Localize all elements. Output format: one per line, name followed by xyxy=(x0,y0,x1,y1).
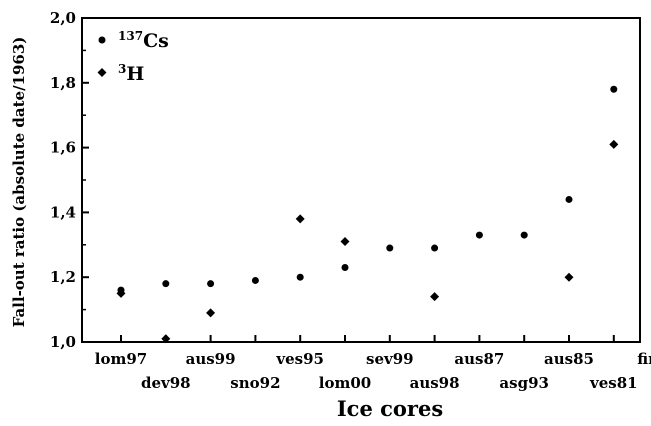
legend-cs-label: 137Cs xyxy=(118,29,169,52)
legend-cs-marker xyxy=(98,36,106,44)
y-tick-label: 1,4 xyxy=(50,203,76,221)
x-axis-title: Ice cores xyxy=(337,396,443,421)
point-cs137 xyxy=(296,273,304,281)
x-tick-label: lom97 xyxy=(95,350,147,368)
y-tick-label: 1,0 xyxy=(50,333,76,351)
point-h3 xyxy=(609,139,619,149)
y-axis-title: Fall-out ratio (absolute date/1963) xyxy=(10,37,28,328)
point-cs137 xyxy=(162,280,170,288)
point-cs137 xyxy=(610,85,618,93)
point-h3 xyxy=(340,237,350,247)
y-tick-label: 2,0 xyxy=(50,9,76,27)
point-h3 xyxy=(161,334,171,344)
x-tick-label: fin94 xyxy=(637,350,651,368)
point-cs137 xyxy=(341,263,349,271)
point-cs137 xyxy=(386,244,394,252)
point-cs137 xyxy=(251,276,259,284)
point-cs137 xyxy=(431,244,439,252)
x-tick-label: sev99 xyxy=(366,350,414,368)
x-tick-label: sno92 xyxy=(230,374,280,392)
x-tick-label: ves95 xyxy=(275,350,324,368)
plot-frame xyxy=(81,17,641,343)
y-tick-label: 1,2 xyxy=(50,268,76,286)
point-cs137 xyxy=(475,231,483,239)
x-tick-label: ves81 xyxy=(589,374,638,392)
x-tick-label: aus98 xyxy=(410,374,460,392)
x-tick-label: asg93 xyxy=(499,374,549,392)
legend: 137Cs 3H xyxy=(97,29,169,85)
x-axis-ticks: lom97 dev98 aus99 sno92 ves95 lom00 sev99 aus98… xyxy=(95,335,651,392)
point-h3 xyxy=(430,292,440,302)
legend-h-marker xyxy=(97,68,107,77)
point-h3 xyxy=(116,288,126,298)
legend-h-label: 3H xyxy=(118,62,144,85)
point-cs137 xyxy=(520,231,528,239)
point-h3 xyxy=(206,308,216,318)
x-tick-label: dev98 xyxy=(141,374,191,392)
point-cs137 xyxy=(565,195,573,203)
x-tick-label: lom00 xyxy=(319,374,371,392)
axes xyxy=(81,17,641,343)
x-tick-label: aus99 xyxy=(186,350,236,368)
x-tick-label: aus85 xyxy=(544,350,594,368)
x-tick-label: aus87 xyxy=(454,350,504,368)
y-axis-ticks: 1,0 1,2 1,4 1,6 1,8 2,0 xyxy=(50,9,89,351)
point-h3 xyxy=(295,214,305,224)
y-tick-label: 1,8 xyxy=(50,74,76,92)
y-tick-label: 1,6 xyxy=(50,139,76,157)
data-points xyxy=(116,85,619,344)
point-cs137 xyxy=(207,280,215,288)
point-h3 xyxy=(564,272,574,282)
